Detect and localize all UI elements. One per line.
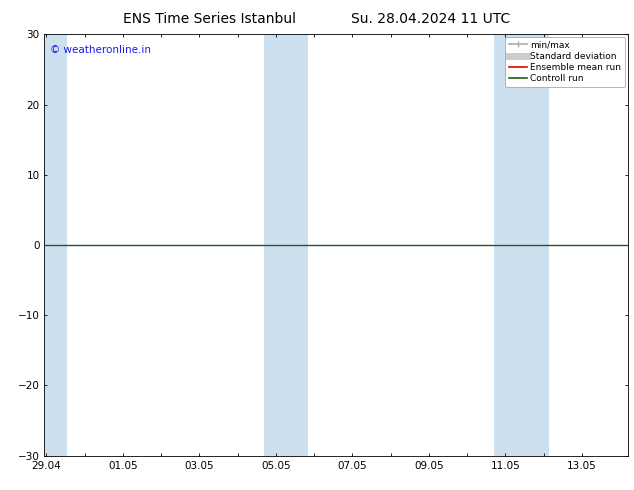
- Text: © weatheronline.in: © weatheronline.in: [50, 45, 152, 55]
- Legend: min/max, Standard deviation, Ensemble mean run, Controll run: min/max, Standard deviation, Ensemble me…: [505, 37, 625, 87]
- Bar: [44, 34, 67, 456]
- Bar: [264, 34, 308, 456]
- Text: ENS Time Series Istanbul: ENS Time Series Istanbul: [123, 12, 295, 26]
- Text: Su. 28.04.2024 11 UTC: Su. 28.04.2024 11 UTC: [351, 12, 511, 26]
- Bar: [494, 34, 549, 456]
